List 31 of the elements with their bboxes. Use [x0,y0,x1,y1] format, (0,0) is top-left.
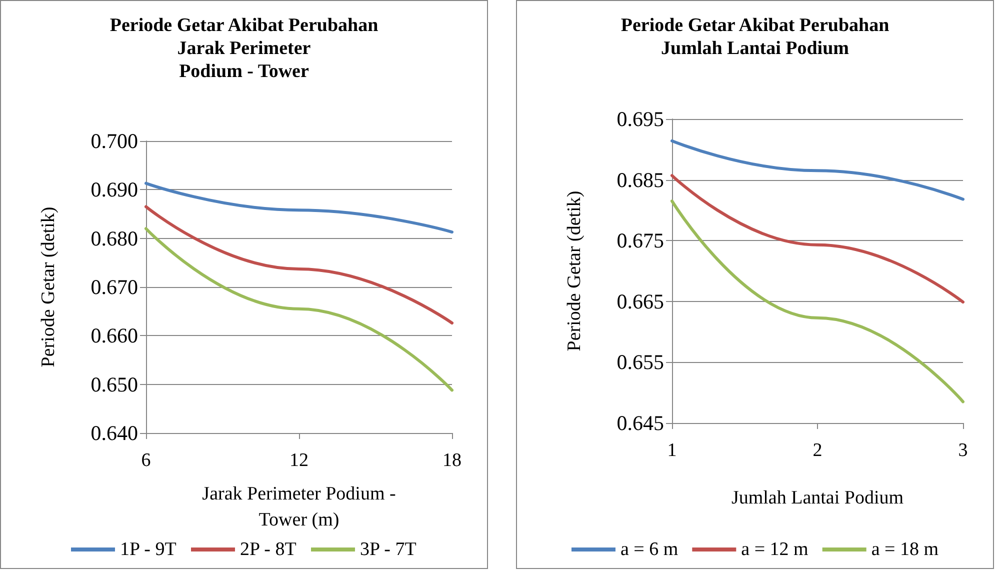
y-tick-label: 0.660 [90,324,138,348]
y-tick-label: 0.645 [616,411,664,435]
legend-label: a = 12 m [741,539,809,560]
y-tick-label: 0.675 [616,228,664,253]
x-axis-title: Jumlah Lantai Podium [731,488,904,508]
x-tick-label: 18 [442,450,462,471]
y-tick-label: 0.695 [616,107,664,131]
legend-label: a = 18 m [871,539,939,560]
y-tick-label: 0.655 [616,350,664,374]
y-tick-label: 0.680 [90,226,138,250]
legend-label: a = 6 m [620,539,678,560]
x-tick-label: 2 [812,440,822,461]
y-tick-label: 0.670 [90,275,138,299]
y-tick-label: 0.690 [90,178,138,202]
y-axis-title: Periode Getar (detik) [564,190,585,352]
y-tick-label: 0.665 [616,289,664,314]
x-axis-title: Jarak Perimeter Podium - Tower (m) [202,484,396,530]
legend-label: 1P - 9T [120,539,177,560]
legend-label: 2P - 8T [240,539,297,560]
x-tick-label: 1 [667,440,677,461]
y-tick-label: 0.685 [616,168,664,192]
x-tick-label: 12 [290,450,308,471]
chart-title: Periode Getar Akibat Perubahan Jumlah Lantai Podium [620,15,890,59]
y-axis-title: Periode Getar (detik) [38,206,59,368]
x-tick-label: 3 [958,440,968,461]
chart-title: Periode Getar Akibat Perubahan Jarak Perimeter Podium - Tower [110,15,379,82]
x-tick-label: 6 [141,450,151,471]
y-tick-label: 0.650 [90,372,138,396]
y-tick-label: 0.700 [90,129,138,153]
y-tick-label: 0.640 [90,421,138,445]
legend-label: 3P - 7T [360,539,417,560]
